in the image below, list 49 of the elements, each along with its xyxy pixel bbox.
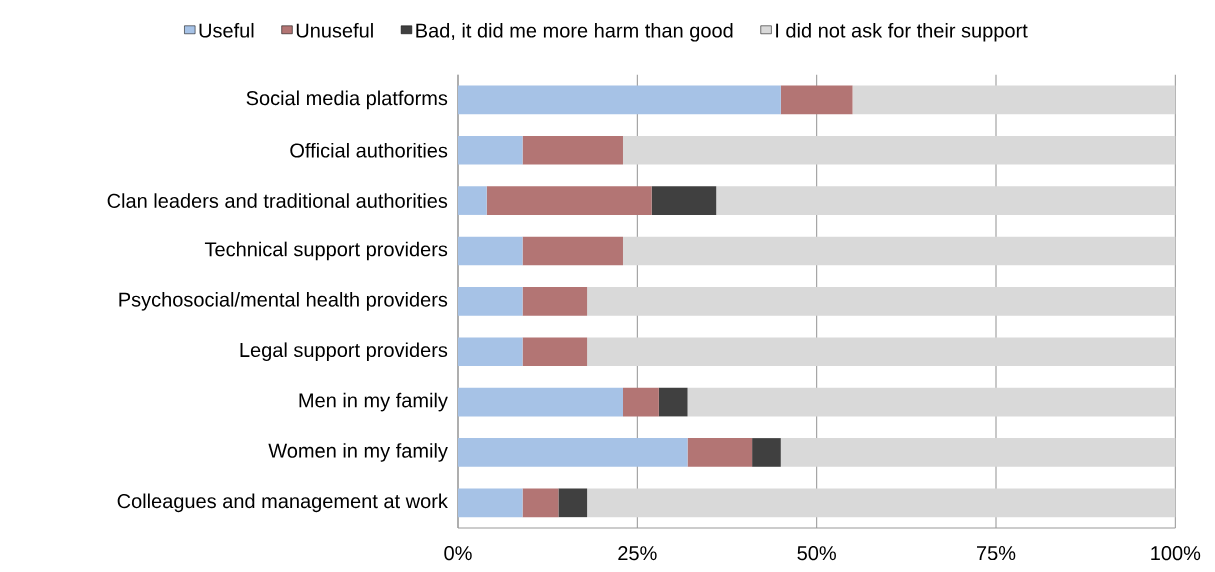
y-tick-label: Men in my family xyxy=(299,392,448,412)
x-tick-label: 25% xyxy=(618,546,657,561)
bar xyxy=(458,337,523,367)
bar xyxy=(687,438,753,467)
y-tick-label: Clan leaders and traditional authorities xyxy=(107,193,448,208)
y-tick-label: Colleagues and management at work xyxy=(117,493,448,513)
x-tick-label: 0% xyxy=(444,546,472,561)
legend-label: Bad, it did me more harm than good xyxy=(416,22,733,42)
y-tick-label: Technical support providers xyxy=(204,241,448,261)
bar xyxy=(658,387,688,417)
bar xyxy=(780,438,1176,467)
y-tick-label: Official authorities xyxy=(290,142,448,158)
y-tick-label: Women in my family xyxy=(268,443,448,462)
legend-label: Useful xyxy=(199,22,254,38)
y-tick-label: Psychosocial/mental health providers xyxy=(119,292,448,311)
bar xyxy=(458,85,781,115)
x-tick-label: 75% xyxy=(977,546,1016,561)
y-tick-label: Social media platforms xyxy=(246,90,448,110)
legend-label: I did not ask for their support xyxy=(776,22,1028,42)
bar xyxy=(716,186,1176,215)
bar xyxy=(852,85,1176,115)
bar xyxy=(558,488,588,518)
x-tick-label: 100% xyxy=(1151,546,1201,561)
bar xyxy=(587,287,1176,316)
bar xyxy=(458,438,688,467)
bar xyxy=(522,236,623,266)
bar xyxy=(622,236,1176,266)
bar xyxy=(458,488,523,518)
x-tick-label: 50% xyxy=(797,546,836,561)
bar xyxy=(486,186,652,215)
bar xyxy=(622,135,1176,165)
bar xyxy=(458,186,487,215)
bar xyxy=(458,387,623,417)
bar xyxy=(752,438,781,467)
bar xyxy=(458,236,523,266)
bar xyxy=(587,488,1176,518)
bar xyxy=(687,387,1176,417)
bar xyxy=(622,387,659,417)
bar xyxy=(458,135,523,165)
bar xyxy=(651,186,717,215)
bar xyxy=(587,337,1176,367)
bar xyxy=(522,337,588,367)
bar xyxy=(458,287,523,316)
bar xyxy=(522,135,623,165)
bar xyxy=(780,85,853,115)
y-tick-label: Legal support providers xyxy=(240,342,448,362)
bar xyxy=(522,488,559,518)
bar xyxy=(522,287,588,316)
legend-label: Unuseful xyxy=(296,22,373,38)
